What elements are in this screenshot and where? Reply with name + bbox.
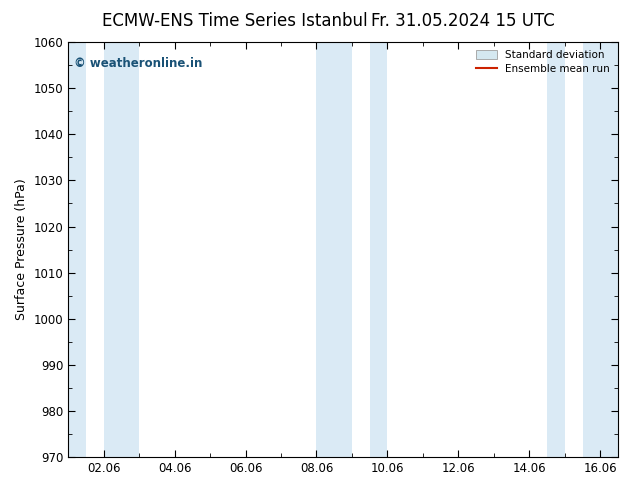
Bar <box>68 42 86 457</box>
Y-axis label: Surface Pressure (hPa): Surface Pressure (hPa) <box>15 179 28 320</box>
Bar <box>547 42 565 457</box>
Text: ECMW-ENS Time Series Istanbul: ECMW-ENS Time Series Istanbul <box>102 12 367 30</box>
Text: © weatheronline.in: © weatheronline.in <box>74 56 202 70</box>
Bar <box>370 42 387 457</box>
Bar <box>103 42 139 457</box>
Legend: Standard deviation, Ensemble mean run: Standard deviation, Ensemble mean run <box>473 47 613 76</box>
Text: Fr. 31.05.2024 15 UTC: Fr. 31.05.2024 15 UTC <box>371 12 555 30</box>
Bar <box>316 42 352 457</box>
Bar <box>583 42 618 457</box>
